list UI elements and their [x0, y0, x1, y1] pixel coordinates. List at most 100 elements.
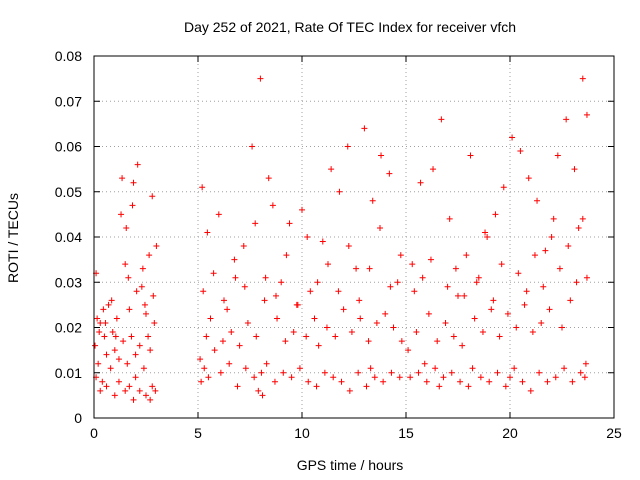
y-axis-label: ROTI / TECUs — [5, 193, 21, 283]
data-point — [577, 369, 584, 376]
data-point — [398, 338, 405, 345]
data-point — [119, 175, 126, 182]
data-point — [515, 270, 522, 277]
data-point — [261, 297, 268, 304]
data-point — [221, 297, 227, 304]
data-point — [565, 243, 572, 250]
data-point — [571, 166, 578, 173]
data-point — [103, 351, 110, 358]
data-point — [561, 365, 568, 372]
data-point — [498, 261, 505, 268]
data-point — [579, 215, 586, 222]
data-point — [100, 306, 107, 313]
data-point — [126, 383, 133, 390]
data-point — [407, 374, 414, 381]
data-point — [457, 378, 464, 385]
data-point — [130, 179, 137, 186]
x-tick-label: 10 — [294, 425, 310, 441]
data-point — [138, 283, 145, 290]
data-point — [132, 374, 139, 381]
data-point — [133, 288, 140, 295]
data-point — [271, 378, 278, 385]
data-point — [115, 378, 122, 385]
data-point — [241, 283, 248, 290]
data-point — [265, 175, 272, 182]
data-point — [582, 360, 589, 367]
data-point — [415, 369, 422, 376]
data-point — [509, 134, 516, 141]
data-point — [128, 333, 135, 340]
y-tick-label: 0.03 — [55, 274, 82, 290]
data-point — [484, 234, 491, 240]
data-point — [465, 383, 472, 390]
data-point — [118, 211, 125, 218]
data-point — [201, 365, 208, 372]
data-point — [552, 374, 559, 381]
data-point — [252, 220, 259, 227]
data-point — [107, 365, 114, 372]
data-point — [197, 356, 204, 363]
data-point — [390, 324, 397, 331]
data-point — [111, 392, 118, 399]
data-point — [311, 315, 318, 322]
data-point — [387, 283, 394, 290]
data-point — [335, 288, 342, 295]
data-point — [204, 229, 211, 236]
data-point — [523, 288, 530, 295]
data-point — [259, 392, 266, 399]
data-point — [434, 338, 441, 345]
data-point — [550, 215, 557, 222]
data-point — [419, 274, 426, 281]
grid-lines — [94, 56, 614, 418]
data-point — [373, 319, 380, 326]
data-point — [132, 351, 139, 358]
x-tick-label: 25 — [606, 425, 622, 441]
data-point — [554, 152, 561, 159]
data-point — [340, 306, 347, 313]
data-point — [446, 215, 453, 222]
data-point — [382, 310, 389, 317]
data-point — [126, 306, 133, 313]
data-point — [153, 243, 160, 250]
data-point — [115, 356, 122, 363]
data-point — [125, 274, 132, 281]
data-point — [143, 392, 149, 399]
data-point — [430, 166, 437, 173]
data-point — [255, 387, 262, 394]
data-point — [361, 125, 368, 132]
data-point — [575, 224, 582, 231]
data-point — [344, 143, 351, 150]
data-point — [113, 315, 120, 322]
data-point — [146, 252, 153, 259]
data-point — [99, 378, 106, 385]
data-point — [226, 360, 233, 367]
data-point — [356, 297, 363, 304]
data-point — [258, 369, 265, 376]
y-tick-label: 0.08 — [55, 48, 82, 64]
data-point — [217, 369, 224, 376]
data-point — [432, 365, 439, 372]
data-point — [149, 193, 156, 200]
data-point — [198, 378, 205, 385]
data-point — [293, 301, 300, 308]
data-point — [367, 365, 374, 372]
data-points — [92, 75, 590, 403]
data-point — [548, 234, 555, 240]
data-point — [397, 252, 404, 259]
x-tick-label: 5 — [194, 425, 202, 441]
data-point — [353, 265, 360, 272]
x-tick-label: 0 — [90, 425, 98, 441]
x-axis-label: GPS time / hours — [297, 457, 404, 473]
data-point — [199, 184, 206, 191]
data-point — [363, 383, 370, 390]
data-point — [282, 338, 289, 345]
data-point — [109, 329, 116, 336]
data-point — [321, 369, 328, 376]
data-point — [371, 374, 378, 381]
data-point — [319, 238, 326, 245]
data-point — [101, 333, 108, 340]
data-point — [124, 360, 131, 367]
data-point — [224, 306, 231, 313]
data-point — [366, 265, 373, 272]
data-point — [286, 220, 293, 227]
